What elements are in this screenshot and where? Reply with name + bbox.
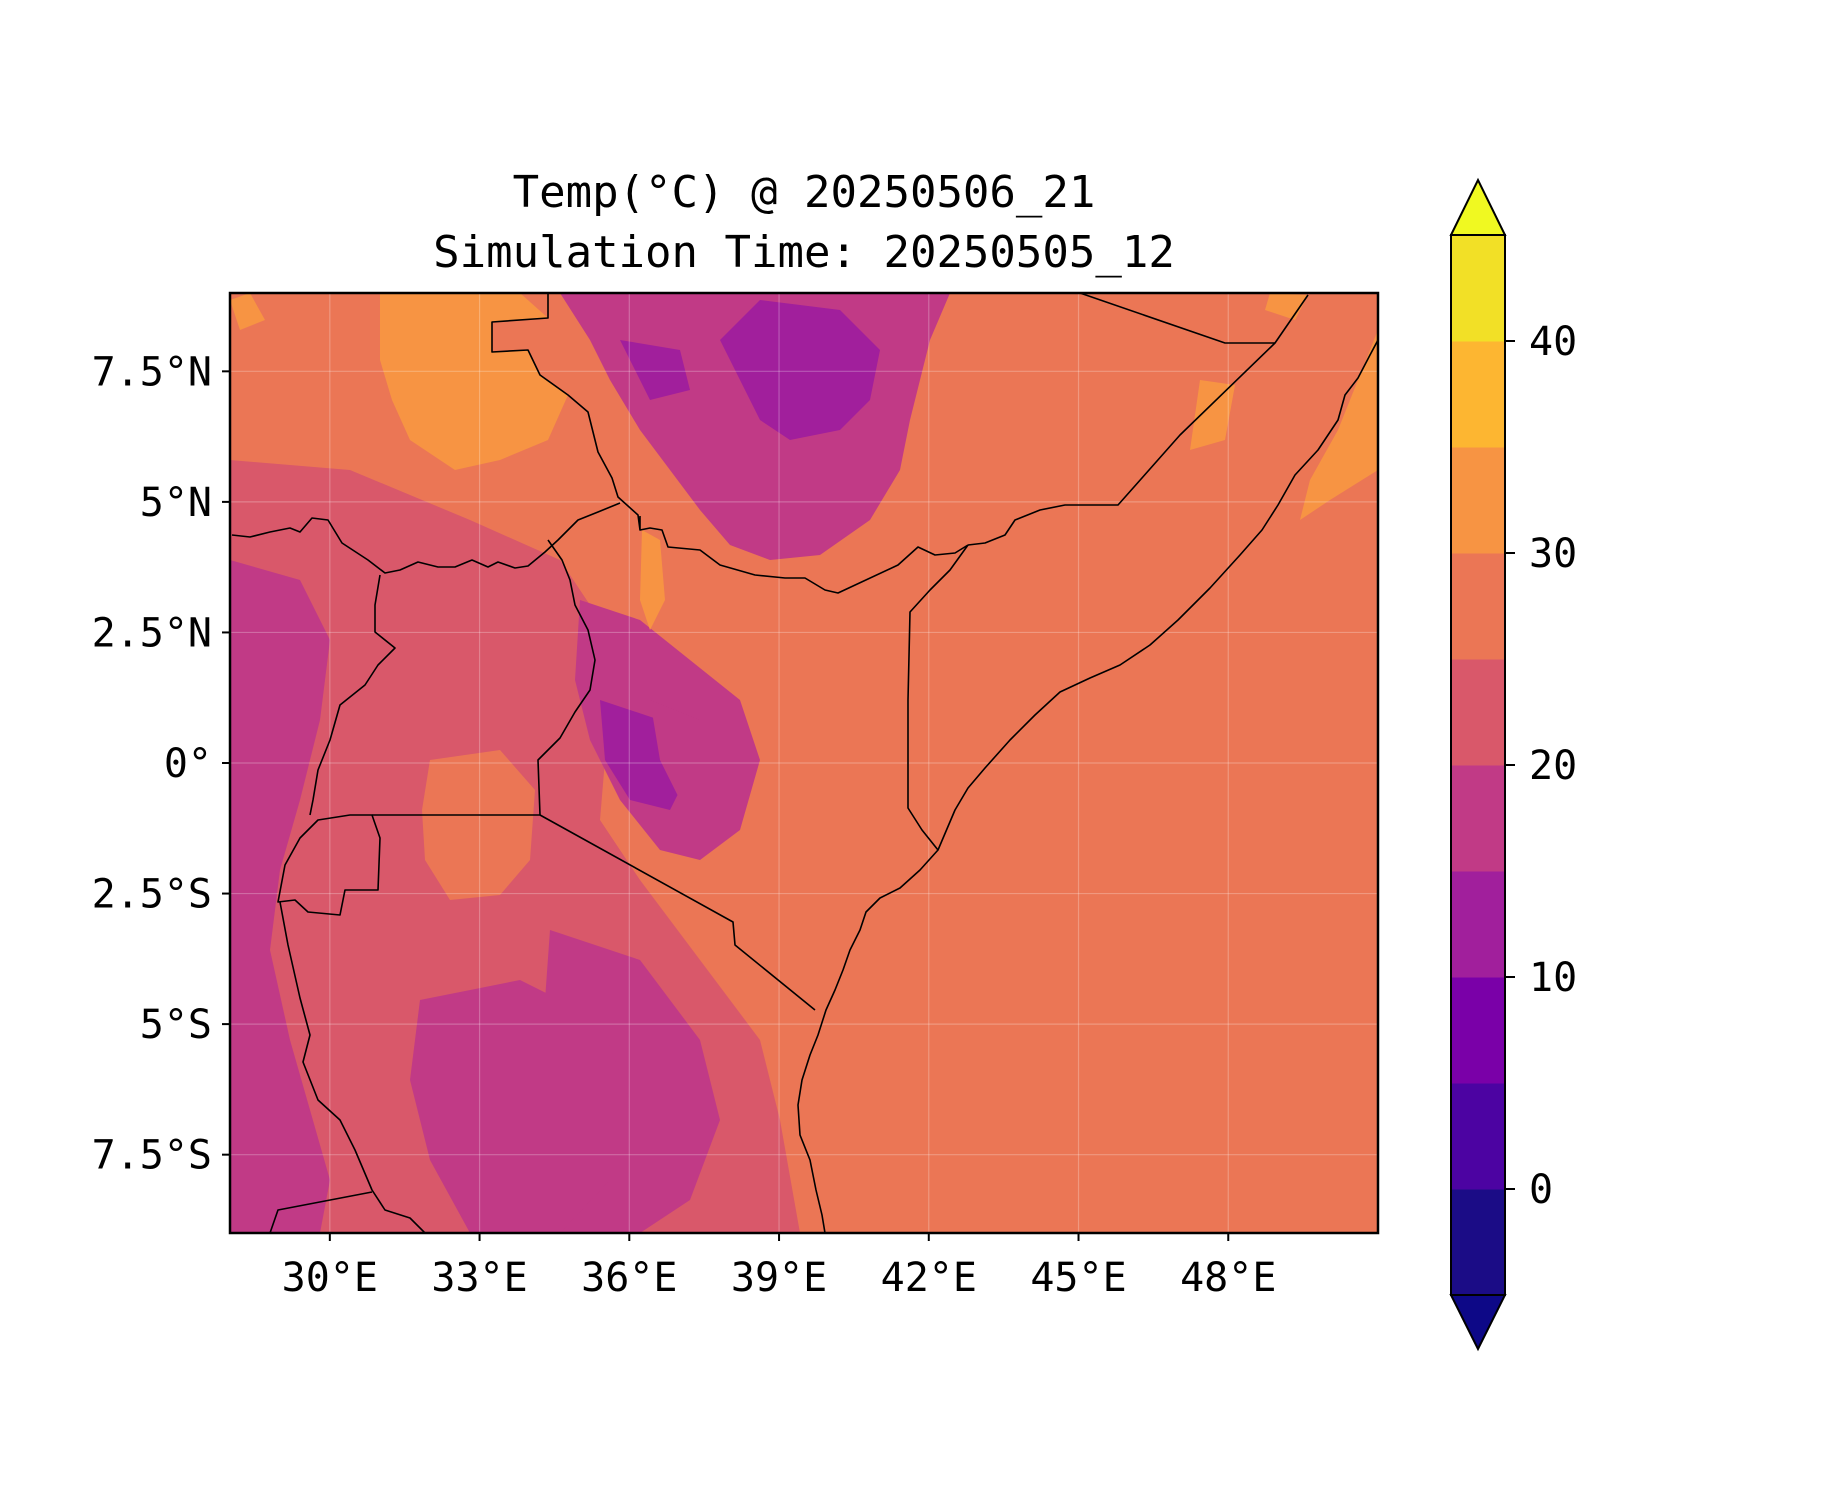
y-tick-label: 5°S bbox=[140, 1002, 212, 1048]
y-tick-label: 5°N bbox=[140, 480, 212, 526]
latitude-axis: 7.5°N 5°N 2.5°N 0° 2.5°S 5°S 7.5°S bbox=[92, 349, 230, 1179]
map-area bbox=[230, 293, 1378, 1233]
border-kenya-tanzania bbox=[539, 814, 816, 1011]
colorbar-band bbox=[1451, 341, 1505, 448]
y-tick-label: 2.5°N bbox=[92, 610, 212, 656]
border-somaliland-ethiopia bbox=[1079, 293, 1275, 344]
temperature-field-regions bbox=[230, 293, 1378, 1233]
y-tick-label: 2.5°S bbox=[92, 872, 212, 918]
y-tick-label: 7.5°N bbox=[92, 349, 212, 395]
colorbar-band bbox=[1451, 977, 1505, 1084]
x-tick-label: 39°E bbox=[731, 1255, 827, 1301]
x-tick-label: 45°E bbox=[1030, 1255, 1126, 1301]
border-somalia-ethiopia bbox=[967, 294, 1309, 546]
field-region-lake-victoria bbox=[422, 750, 535, 900]
field-region-lake-turkana bbox=[640, 530, 665, 630]
country-borders bbox=[231, 293, 1378, 1233]
colorbar-tick-label: 40 bbox=[1529, 319, 1577, 365]
field-region-somali-coast-warm bbox=[1190, 293, 1378, 520]
longitude-axis: 30°E 33°E 36°E 39°E 42°E 45°E 48°E bbox=[282, 1233, 1276, 1301]
colorbar-tick-label: 10 bbox=[1529, 955, 1577, 1001]
coastline-somalia bbox=[797, 339, 1378, 1233]
y-tick-label: 7.5°S bbox=[92, 1133, 212, 1179]
colorbar-band bbox=[1451, 553, 1505, 660]
colorbar-ticks: 0 10 20 30 40 bbox=[1505, 319, 1577, 1213]
plot-title-line-1: Temp(°C) @ 20250506_21 bbox=[512, 167, 1096, 218]
border-tanzania-congo-lake bbox=[279, 901, 426, 1233]
plot-title-line-2: Simulation Time: 20250505_12 bbox=[433, 227, 1175, 278]
border-ethiopia-kenya bbox=[639, 527, 969, 594]
border-sudan-ethiopia bbox=[491, 293, 641, 531]
border-south-sudan-uganda-north bbox=[231, 502, 621, 574]
colorbar: 0 10 20 30 40 bbox=[1449, 177, 1577, 1352]
colorbar-band bbox=[1451, 1083, 1505, 1190]
colorbar-band bbox=[1451, 447, 1505, 554]
colorbar-band bbox=[1451, 871, 1505, 978]
x-tick-label: 42°E bbox=[881, 1255, 977, 1301]
colorbar-tick-label: 0 bbox=[1529, 1167, 1553, 1213]
colorbar-extend-under bbox=[1449, 1294, 1507, 1352]
colorbar-band bbox=[1451, 1189, 1505, 1296]
map-gridlines bbox=[230, 293, 1378, 1233]
colorbar-band bbox=[1451, 765, 1505, 872]
border-zambia bbox=[269, 1191, 373, 1233]
field-region-sudan-lowlands bbox=[230, 293, 568, 470]
field-region-ethiopian-highlands bbox=[540, 293, 950, 1233]
border-dr-congo-uganda bbox=[309, 574, 396, 816]
colorbar-tick-label: 30 bbox=[1529, 531, 1577, 577]
x-tick-label: 48°E bbox=[1180, 1255, 1276, 1301]
colorbar-extend-over bbox=[1449, 177, 1507, 236]
x-tick-label: 36°E bbox=[581, 1255, 677, 1301]
colorbar-tick-label: 20 bbox=[1529, 743, 1577, 789]
colorbar-bands bbox=[1451, 235, 1505, 1296]
field-region-tanzania-central bbox=[410, 980, 630, 1233]
border-rwanda-burundi bbox=[277, 814, 381, 916]
field-region-kenyan-highlands bbox=[650, 700, 730, 820]
field-region-rift-west bbox=[230, 560, 330, 1233]
border-kenya-uganda bbox=[537, 539, 596, 816]
x-tick-label: 30°E bbox=[282, 1255, 378, 1301]
y-tick-label: 0° bbox=[164, 741, 212, 787]
colorbar-band bbox=[1451, 235, 1505, 342]
colorbar-band bbox=[1451, 659, 1505, 766]
field-region-ethiopian-highlands-core bbox=[600, 300, 880, 810]
border-kenya-somalia bbox=[907, 544, 969, 851]
x-tick-label: 33°E bbox=[431, 1255, 527, 1301]
